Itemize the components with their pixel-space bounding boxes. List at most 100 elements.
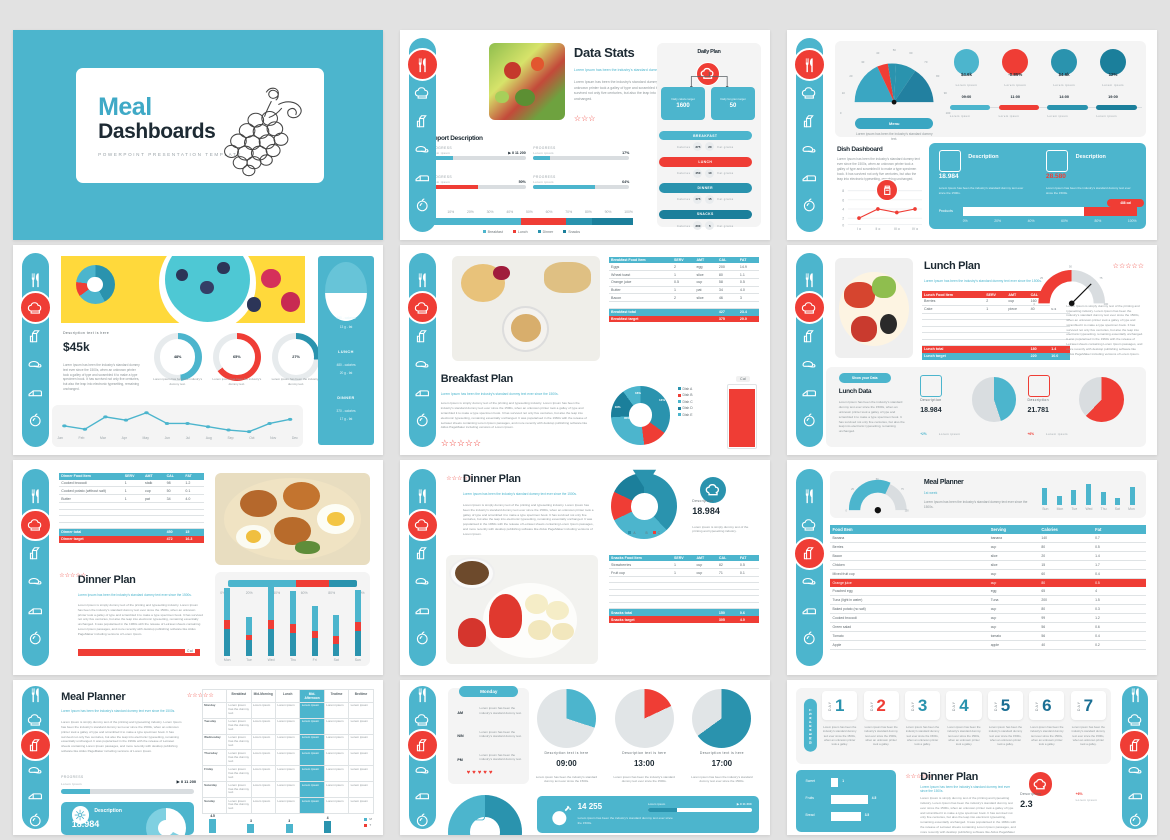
plan-cell[interactable]: Lorem ipsum <box>323 717 350 735</box>
milk-carton-icon[interactable] <box>801 328 818 345</box>
chef-hat-icon[interactable] <box>801 85 818 102</box>
apple-leaf-icon[interactable] <box>801 412 818 429</box>
table-row[interactable]: Green salad cup 56 0.6 <box>829 622 1146 632</box>
rating-stars[interactable]: ☆☆☆ <box>573 114 596 123</box>
meal-pill[interactable]: SNACKS <box>659 209 752 220</box>
cutlery-icon[interactable] <box>801 488 818 505</box>
sidebar-rail[interactable] <box>1118 686 1151 829</box>
day-card[interactable]: DAY 5 <box>987 690 1024 721</box>
day-card[interactable]: DAY 2 <box>863 690 899 721</box>
sidebar-rail[interactable] <box>18 686 51 829</box>
column-header[interactable]: Snacks Food Item <box>609 554 672 562</box>
plan-cell[interactable]: Lorem ipsum <box>274 733 301 751</box>
butter-icon[interactable] <box>801 602 818 619</box>
rating-stars[interactable]: ☆☆☆☆☆ <box>905 774 933 780</box>
rating-stars[interactable]: ☆☆☆☆☆ <box>446 476 474 483</box>
table-row[interactable]: Apple apple 40 0.2 <box>829 640 1146 650</box>
cutlery-icon[interactable] <box>414 687 431 704</box>
column-header[interactable]: Lunch <box>274 689 301 703</box>
column-header[interactable]: SERV <box>984 291 1007 298</box>
milk-carton-icon[interactable] <box>414 328 431 345</box>
cutlery-icon[interactable] <box>801 272 818 289</box>
chef-hat-icon[interactable] <box>414 712 431 729</box>
plan-cell[interactable]: Lorem ipsum has the dummy text <box>226 749 252 767</box>
meal-pill[interactable]: BREAKFAST <box>659 130 752 141</box>
slide-lunch-plan[interactable]: Lunch Plan Lorem Ipsum has been the indu… <box>787 245 1157 455</box>
table-row[interactable]: Chicken slice 15 1.7 <box>829 560 1146 570</box>
milk-carton-icon[interactable] <box>792 537 825 570</box>
plan-cell[interactable]: Lorem ipsum <box>299 749 325 767</box>
chef-hat-icon[interactable] <box>27 712 44 729</box>
plan-cell[interactable]: Lorem ipsum <box>323 765 350 783</box>
column-header[interactable]: SERV <box>671 256 695 264</box>
sidebar-rail[interactable] <box>405 686 438 829</box>
plan-cell[interactable]: Lorem ipsum <box>250 796 276 814</box>
sidebar-rail[interactable] <box>405 38 438 232</box>
table-row[interactable]: Baked potato (no salt) cup 80 0.3 <box>829 604 1146 614</box>
column-header[interactable] <box>201 689 228 703</box>
column-header[interactable]: AMT <box>694 256 717 264</box>
butter-icon[interactable] <box>801 169 818 186</box>
table-row[interactable]: Tomato tomato 56 0.4 <box>829 631 1146 641</box>
chef-hat-icon[interactable] <box>405 508 438 541</box>
table-row[interactable]: Tuna (light in water) Tuna 200 1.5 <box>829 595 1146 605</box>
plan-cell[interactable]: Lorem ipsum <box>250 749 276 767</box>
plan-cell[interactable]: Lorem ipsum <box>348 717 374 735</box>
butter-icon[interactable] <box>414 169 431 186</box>
bread-icon[interactable] <box>414 573 431 590</box>
plan-cell[interactable]: Lorem ipsum <box>250 717 276 735</box>
cutlery-icon[interactable] <box>414 488 431 505</box>
column-header[interactable]: SERV <box>122 472 143 480</box>
plan-cell[interactable]: Lorem ipsum <box>299 733 325 751</box>
column-header[interactable]: AMT <box>694 554 717 562</box>
bread-icon[interactable] <box>27 573 44 590</box>
milk-carton-icon[interactable] <box>414 545 431 562</box>
heart-rating[interactable]: ♥ ♥ ♥ ♥ ♥ <box>467 770 493 776</box>
heart-icon[interactable]: ♥ <box>488 769 493 776</box>
column-header[interactable]: AMT <box>1006 291 1029 298</box>
heart-icon[interactable]: ♥ <box>472 769 476 776</box>
rating-stars[interactable]: ☆☆☆☆☆ <box>1112 262 1145 270</box>
cutlery-icon[interactable] <box>27 272 44 289</box>
table-row[interactable]: Berries cup 80 0.5 <box>829 542 1146 552</box>
column-header[interactable]: SERV <box>671 554 695 562</box>
table-row[interactable]: Bacon slice 20 1.4 <box>829 551 1146 561</box>
bread-icon[interactable] <box>414 356 431 373</box>
bread-icon[interactable] <box>27 762 44 779</box>
rating-stars[interactable]: ☆☆☆☆☆ <box>59 572 87 579</box>
apple-leaf-icon[interactable] <box>414 812 431 829</box>
meal-pill[interactable]: DINNER <box>659 183 752 193</box>
milk-carton-icon[interactable] <box>27 328 44 345</box>
slide-breakfast-plan[interactable]: Breakfast Food Item SERV AMT CAL FAT Eggs 2 eg… <box>400 245 770 455</box>
butter-icon[interactable] <box>801 384 818 401</box>
column-header[interactable]: FAT <box>183 472 204 480</box>
column-header[interactable]: FAT <box>737 256 759 264</box>
apple-leaf-icon[interactable] <box>27 412 44 429</box>
plan-cell[interactable]: Lorem ipsum <box>274 701 301 719</box>
cutlery-icon[interactable] <box>27 488 44 505</box>
sidebar-rail[interactable] <box>18 253 51 447</box>
chef-hat-icon[interactable] <box>18 508 51 541</box>
column-header[interactable]: Fat <box>1092 524 1146 534</box>
chef-hat-icon[interactable] <box>18 291 51 324</box>
plan-cell[interactable]: Lorem ipsum <box>348 701 374 719</box>
butter-icon[interactable] <box>414 787 431 804</box>
plan-cell[interactable]: Lorem ipsum <box>348 733 374 751</box>
cutlery-icon[interactable] <box>792 48 825 81</box>
column-header[interactable]: Teatime <box>323 689 350 703</box>
column-header[interactable]: Calories <box>1038 524 1093 534</box>
plan-cell[interactable]: Lorem ipsum has the dummy text <box>226 717 252 735</box>
breakfast-table[interactable]: Breakfast Food Item SERV AMT CAL FAT Eggs 2 eg… <box>609 256 759 323</box>
heart-icon[interactable]: ♥ <box>483 769 487 776</box>
plan-cell[interactable]: Lorem ipsum <box>299 701 325 719</box>
milk-carton-icon[interactable] <box>1118 728 1151 761</box>
column-header[interactable]: FAT <box>737 554 759 562</box>
slide-meal-planner[interactable]: 0 25 50 75 100 Meal Planner 1st week Lorem I… <box>787 460 1157 675</box>
plan-cell[interactable]: Lorem ipsum <box>274 796 301 814</box>
table-row[interactable]: Banana banana 140 0.7 <box>829 533 1146 543</box>
table-row[interactable]: Poached egg egg 65 4 <box>829 586 1146 596</box>
rating-stars[interactable]: ☆☆☆☆☆ <box>186 693 214 700</box>
plan-cell[interactable]: Lorem ipsum has the dummy text <box>226 733 252 751</box>
column-header[interactable]: Breakfast Food Item <box>609 256 672 264</box>
butter-icon[interactable] <box>27 384 44 401</box>
